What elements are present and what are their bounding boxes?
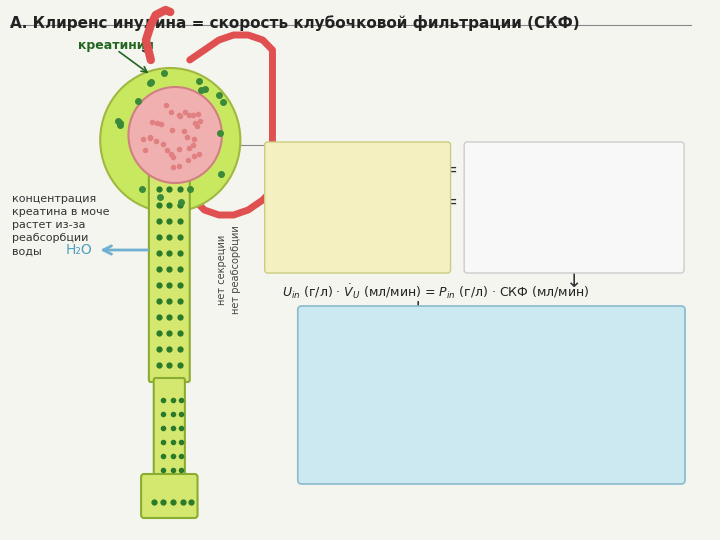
FancyBboxPatch shape bbox=[298, 306, 685, 484]
FancyBboxPatch shape bbox=[149, 163, 190, 382]
Text: ↓: ↓ bbox=[566, 272, 582, 291]
FancyBboxPatch shape bbox=[464, 142, 684, 273]
Text: экскретируемое
количество/время: экскретируемое количество/время bbox=[302, 152, 408, 174]
Text: $U_{\rm к}$: $U_{\rm к}$ bbox=[395, 317, 413, 333]
Text: =: = bbox=[349, 175, 361, 189]
Circle shape bbox=[128, 87, 222, 183]
Circle shape bbox=[100, 68, 240, 212]
FancyBboxPatch shape bbox=[141, 474, 197, 518]
Text: нет секреции: нет секреции bbox=[217, 235, 227, 305]
Text: отфильтрованное
количество/время: отфильтрованное количество/время bbox=[521, 152, 627, 174]
Text: $P_{\rm к}$: $P_{\rm к}$ bbox=[396, 332, 412, 348]
Text: =: = bbox=[444, 193, 457, 211]
Text: =: = bbox=[568, 175, 580, 189]
Text: креатинин: креатинин bbox=[78, 38, 154, 51]
FancyBboxPatch shape bbox=[154, 378, 185, 482]
Text: ↓: ↓ bbox=[410, 300, 427, 319]
Text: концентрация
креатина в плазме ·
·(отфильтрованный объем/время: концентрация креатина в плазме · ·(отфил… bbox=[482, 200, 666, 235]
Text: концентрация
креатина в моче*
·(объем мочи/время: концентрация креатина в моче* ·(объем мо… bbox=[300, 200, 410, 235]
Text: =: = bbox=[444, 161, 457, 179]
FancyBboxPatch shape bbox=[265, 142, 451, 273]
Text: · $\dot{V}_U$ (мл/мин): · $\dot{V}_U$ (мл/мин) bbox=[428, 335, 523, 356]
Text: СКФ ≈ 120 мл/мин на 1,73 м²
поверхности тела: СКФ ≈ 120 мл/мин на 1,73 м² поверхности … bbox=[384, 403, 598, 437]
Text: $U_{in}$ (г/л) · $\dot{V}_U$ (мл/мин) = $P_{in}$ (г/л) · СКФ (мл/мин): $U_{in}$ (г/л) · $\dot{V}_U$ (мл/мин) = … bbox=[282, 282, 590, 301]
Text: концентрация
креатина в моче
растет из-за
реабсорбции
воды: концентрация креатина в моче растет из-з… bbox=[12, 194, 109, 256]
Text: H₂O: H₂O bbox=[66, 243, 92, 257]
Text: СКФ =: СКФ = bbox=[331, 335, 379, 349]
Text: А. Клиренс инулина = скорость клубочковой фильтрации (СКФ): А. Клиренс инулина = скорость клубочково… bbox=[10, 15, 580, 31]
Text: нет реабсорбции: нет реабсорбции bbox=[231, 226, 241, 314]
